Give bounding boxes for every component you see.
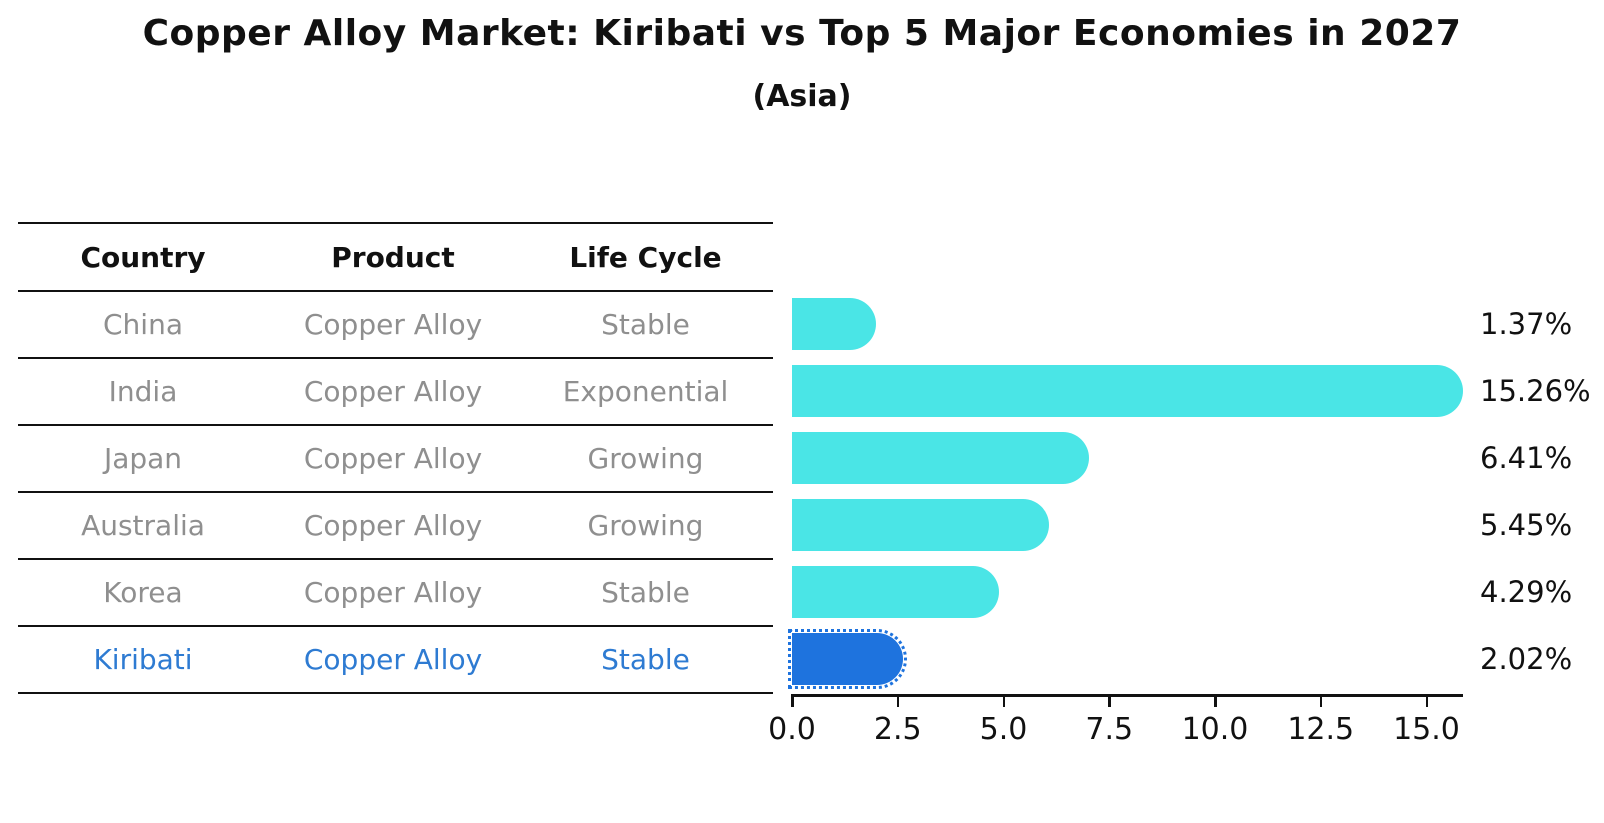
bar-japan[interactable] — [792, 431, 1090, 484]
x-axis — [792, 694, 1463, 697]
value-label: 5.45% — [1480, 507, 1573, 542]
column-header-country: Country — [80, 240, 206, 274]
cell-life_cycle: Growing — [587, 442, 704, 475]
table-row: Australia Copper Alloy Growing — [18, 493, 773, 560]
x-tick-mark — [1108, 694, 1111, 707]
cell-country: Korea — [103, 576, 183, 609]
x-tick-label: 0.0 — [768, 712, 816, 747]
value-label: 6.41% — [1480, 440, 1573, 475]
cell-life_cycle: Stable — [601, 308, 690, 341]
chart-title: Copper Alloy Market: Kiribati vs Top 5 M… — [142, 13, 1462, 54]
x-tick-label: 5.0 — [979, 712, 1028, 747]
table-header-row: Country Product Life Cycle — [18, 224, 773, 292]
x-tick-mark — [1319, 694, 1323, 707]
cell-life_cycle: Growing — [587, 509, 704, 542]
table-row: Korea Copper Alloy Stable — [18, 560, 773, 627]
x-tick-label: 7.5 — [1085, 712, 1134, 747]
cell-life_cycle: Exponential — [562, 375, 729, 408]
cell-product: Copper Alloy — [303, 643, 483, 676]
table-row: Japan Copper Alloy Growing — [18, 426, 773, 493]
x-tick-mark — [896, 694, 900, 707]
bar-china[interactable] — [792, 297, 876, 350]
table-row: India Copper Alloy Exponential — [18, 359, 773, 426]
value-label: 4.29% — [1480, 574, 1573, 609]
bar-india[interactable] — [792, 364, 1464, 417]
cell-life_cycle: Stable — [601, 643, 690, 676]
value-label: 2.02% — [1480, 641, 1573, 676]
cell-life_cycle: Stable — [601, 576, 690, 609]
x-tick-label: 10.0 — [1181, 712, 1249, 747]
chart-subtitle: (Asia) — [752, 79, 852, 114]
x-tick-label: 15.0 — [1393, 712, 1460, 747]
cell-country: India — [108, 375, 178, 408]
cell-country: China — [103, 308, 183, 341]
x-tick-mark — [1002, 694, 1005, 707]
bar-kiribati[interactable] — [787, 628, 908, 689]
cell-product: Copper Alloy — [303, 509, 483, 542]
cell-country: Kiribati — [93, 643, 193, 676]
x-tick-mark — [791, 694, 794, 707]
bar-korea[interactable] — [792, 565, 1000, 618]
cell-product: Copper Alloy — [303, 442, 483, 475]
column-header-product: Product — [331, 240, 455, 274]
country-table: Country Product Life Cycle China Copper Allo… — [18, 222, 773, 694]
cell-country: Australia — [81, 509, 205, 542]
x-tick-label: 2.5 — [873, 712, 922, 747]
x-tick-label: 12.5 — [1287, 712, 1355, 747]
column-header-life-cycle: Life Cycle — [569, 240, 722, 274]
value-label: 1.37% — [1480, 306, 1573, 341]
cell-product: Copper Alloy — [303, 308, 483, 341]
value-label: 15.26% — [1480, 373, 1591, 408]
table-row: Kiribati Copper Alloy Stable — [18, 627, 773, 694]
table-row: China Copper Alloy Stable — [18, 292, 773, 359]
x-tick-mark — [1214, 694, 1217, 707]
x-tick-mark — [1425, 694, 1428, 707]
bar-australia[interactable] — [792, 498, 1049, 551]
cell-country: Japan — [103, 442, 183, 475]
cell-product: Copper Alloy — [303, 375, 483, 408]
cell-product: Copper Alloy — [303, 576, 483, 609]
